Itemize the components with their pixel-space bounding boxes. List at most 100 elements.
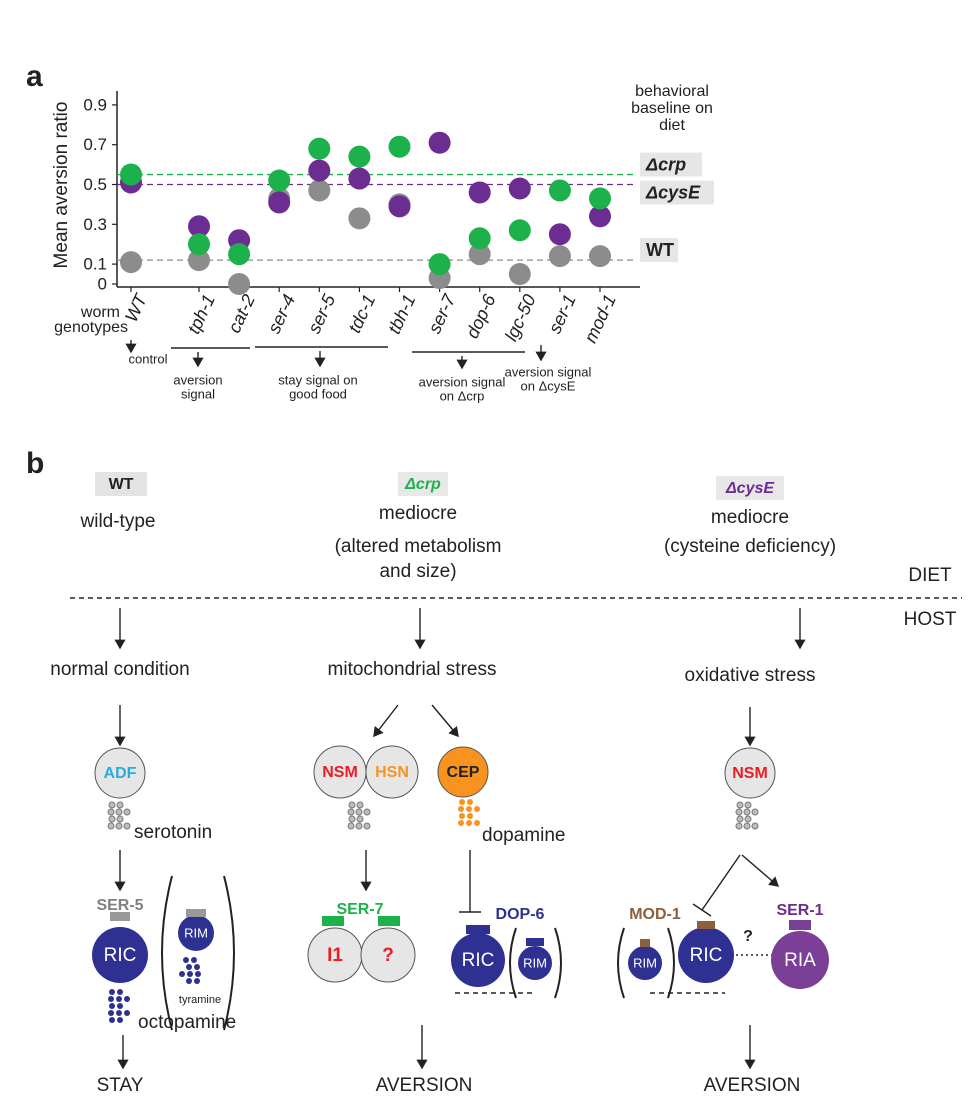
vesicle: [347, 808, 355, 816]
group-label: good food: [289, 386, 347, 401]
vesicle: [474, 820, 480, 826]
neuron-label: CEP: [447, 764, 480, 781]
host-label: HOST: [904, 609, 957, 630]
vesicle: [743, 822, 751, 830]
vesicle: [458, 806, 464, 812]
y-tick-label: 0.5: [83, 175, 107, 194]
panel-b: b DIET HOST WT wild-type normal conditio…: [26, 447, 962, 1096]
y-tick-label: 0.1: [83, 255, 107, 274]
neuron-label: RIC: [690, 945, 723, 966]
x-tick-label: ser-5: [304, 290, 340, 336]
neuron-label: HSN: [375, 764, 409, 781]
vesicle: [108, 996, 114, 1002]
data-point: [589, 205, 611, 228]
data-point: [228, 243, 251, 266]
parenthesis: [667, 927, 675, 999]
data-point: [228, 273, 251, 295]
data-point: [589, 245, 611, 268]
vesicle: [459, 799, 465, 805]
vesicle: [356, 801, 364, 809]
vesicle: [109, 1017, 115, 1023]
group-label: signal: [181, 386, 215, 401]
data-point: [188, 215, 210, 238]
neuron-label: RIA: [784, 950, 816, 971]
diet-name: Δcrp: [404, 476, 441, 493]
vesicle: [107, 808, 115, 816]
receptor: DOP-6: [496, 906, 545, 923]
vesicle: [116, 1010, 122, 1016]
group-label: on Δcrp: [440, 388, 485, 403]
arrow: [373, 704, 399, 738]
vesicle: [116, 996, 122, 1002]
vesicle: [116, 815, 124, 823]
vesicle: [751, 808, 759, 816]
neuron-label: ?: [382, 945, 394, 966]
vesicle: [363, 808, 371, 816]
data-point: [508, 219, 531, 242]
receptor-icon: [322, 916, 344, 926]
vesicle: [735, 808, 743, 816]
neuron-label: I1: [327, 945, 343, 966]
data-point: [188, 233, 210, 256]
x-tick-label: ser-1: [545, 291, 580, 336]
group-label: control: [128, 351, 167, 366]
diet-name: WT: [109, 476, 134, 493]
neuron: [628, 946, 662, 980]
arrow: [741, 854, 780, 887]
vesicle: [466, 806, 472, 812]
panel-label: a: [26, 60, 43, 93]
data-point: [508, 177, 531, 200]
neuron: [437, 746, 489, 798]
vesicle: [355, 822, 363, 830]
label-box: [95, 472, 147, 496]
data-point: [468, 227, 491, 250]
arrow: [431, 704, 459, 738]
data-point: [388, 195, 411, 218]
legend-label: ΔcysE: [645, 182, 701, 202]
data-point: [348, 207, 371, 230]
x-tick-label: ser-4: [264, 291, 299, 336]
neuron: [518, 946, 552, 980]
vesicle: [108, 801, 116, 809]
legend-title: diet: [659, 117, 685, 134]
vesicle: [108, 1010, 114, 1016]
vesicle: [115, 822, 123, 830]
vesicle: [467, 799, 473, 805]
receptor-icon: [697, 921, 715, 929]
data-point: [589, 187, 611, 210]
y-axis-label: Mean aversion ratio: [51, 102, 72, 269]
vesicle: [744, 815, 752, 823]
data-point: [428, 131, 451, 154]
host-state: normal condition: [50, 659, 189, 680]
x-tick-label: dop-6: [462, 290, 500, 341]
outcome: AVERSION: [704, 1075, 801, 1096]
x-tick-label: tbh-1: [384, 291, 419, 337]
panel-label: b: [26, 447, 44, 480]
x-tick-label: mod-1: [580, 291, 620, 346]
vesicle: [186, 964, 192, 970]
data-point: [268, 169, 291, 192]
receptor: SER-7: [336, 901, 383, 918]
data-point: [268, 191, 291, 214]
parenthesis: [617, 927, 625, 999]
vesicle: [194, 964, 200, 970]
data-point: [348, 145, 371, 168]
legend-box: [640, 152, 702, 177]
x-tick-label: WT: [121, 289, 152, 325]
vesicle: [123, 822, 131, 830]
vesicle: [195, 971, 201, 977]
vesicle: [109, 989, 115, 995]
host-state: oxidative stress: [685, 665, 816, 686]
legend-box: [640, 238, 678, 263]
neuron: [360, 927, 416, 983]
neuron: [451, 933, 505, 987]
data-point: [508, 263, 531, 286]
vesicle: [124, 1010, 130, 1016]
data-point: [120, 163, 142, 186]
data-point: [308, 159, 331, 182]
receptor-icon: [110, 912, 130, 921]
vesicle: [107, 822, 115, 830]
diet-name: ΔcysE: [725, 480, 775, 497]
vesicle: [117, 1003, 123, 1009]
data-point: [548, 245, 571, 268]
